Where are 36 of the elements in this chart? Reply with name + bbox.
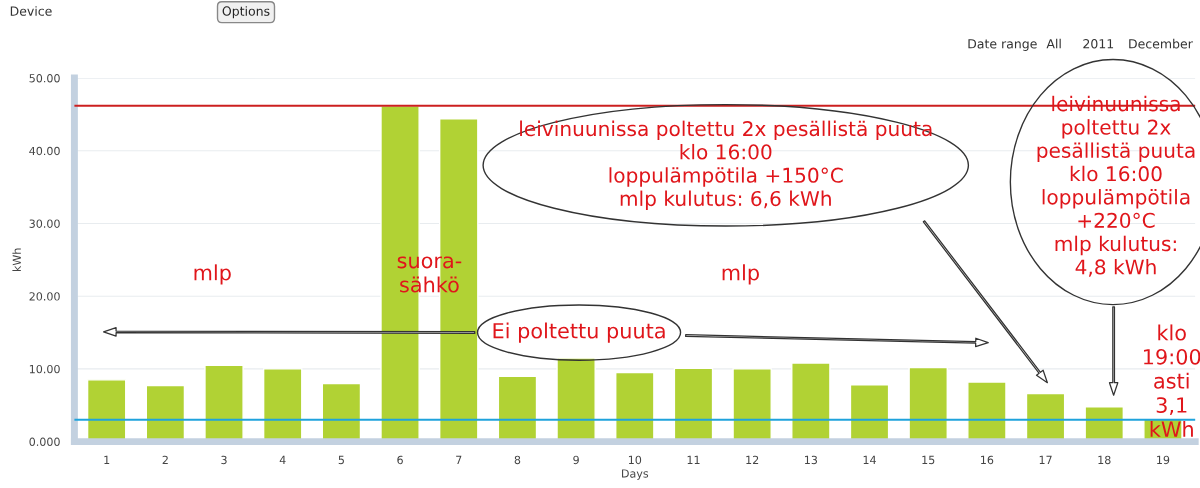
- x-tick-label: 18: [1098, 455, 1111, 465]
- x-tick-label: 4: [279, 455, 286, 464]
- annotation: mlp: [194, 264, 231, 285]
- y-tick-label: 50.00: [29, 74, 60, 83]
- x-tick-label: 15: [922, 455, 935, 465]
- text: All: [1046, 38, 1061, 49]
- x-tick-label: 10: [628, 455, 642, 465]
- annotation: Ei poltettu puuta: [493, 322, 665, 343]
- x-tick-label: 1: [104, 455, 110, 464]
- text: 2011: [1083, 39, 1114, 49]
- text: Date range: [968, 39, 1037, 51]
- x-tick-label: 8: [514, 455, 521, 465]
- y-tick-label: 30.00: [29, 219, 60, 228]
- x-tick-label: 16: [981, 455, 994, 465]
- x-tick-label: 9: [573, 455, 579, 465]
- x-tick-label: 2: [162, 455, 168, 464]
- x-tick-label: 5: [338, 455, 344, 465]
- y-tick-label: 40.00: [29, 146, 60, 156]
- y-tick-label: 10.00: [29, 364, 60, 374]
- x-tick-label: 7: [456, 455, 462, 464]
- y-tick-label: 0.000: [29, 437, 60, 447]
- x-tick-label: 12: [746, 455, 759, 464]
- x-tick-label: 6: [397, 455, 403, 465]
- x-tick-label: 17: [1039, 455, 1052, 464]
- x-tick-label: 13: [804, 455, 818, 465]
- x-axis-title: Days: [622, 469, 649, 480]
- x-tick-label: 11: [687, 455, 700, 464]
- x-tick-label: 3: [221, 455, 227, 465]
- text: Options: [222, 6, 270, 19]
- y-axis-title: kWh: [12, 248, 21, 272]
- text: Device: [10, 6, 52, 16]
- x-tick-label: 19: [1157, 455, 1170, 465]
- text: December: [1129, 38, 1193, 49]
- y-tick-label: 20.00: [29, 292, 60, 301]
- annotation: mlp: [722, 264, 759, 285]
- x-tick-label: 14: [863, 455, 876, 464]
